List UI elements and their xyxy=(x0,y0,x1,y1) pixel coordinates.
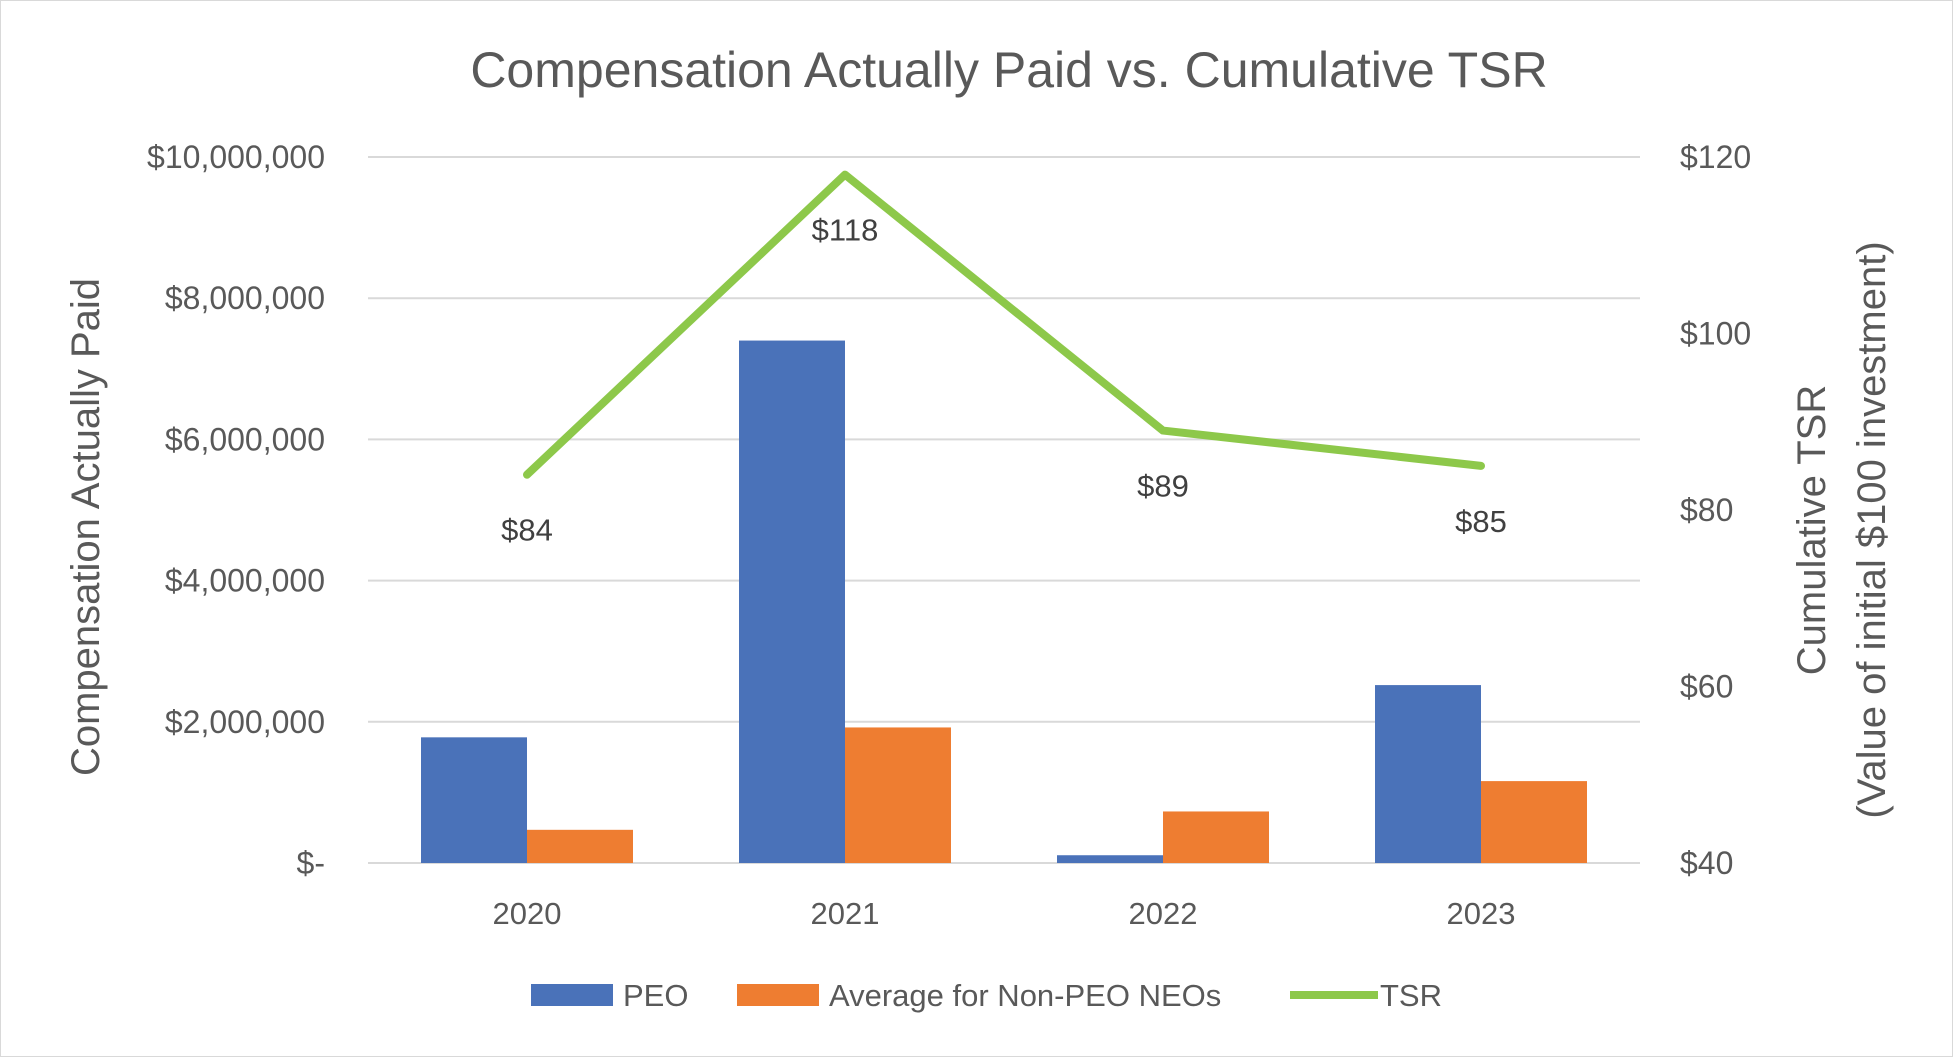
bar-peo-2020[interactable] xyxy=(421,737,527,863)
x-tick-label: 2023 xyxy=(1447,896,1516,931)
tsr-data-label: $85 xyxy=(1455,504,1507,539)
y-axis-title: Compensation Actually Paid xyxy=(64,278,108,776)
tsr-data-label: $118 xyxy=(812,213,879,248)
y2-tick-label: $100 xyxy=(1680,316,1751,352)
legend-label-average-for-non-peo-neos: Average for Non-PEO NEOs xyxy=(829,978,1221,1013)
x-tick-label: 2021 xyxy=(811,896,880,931)
bar-peo-2023[interactable] xyxy=(1375,685,1481,863)
bar-average-for-non-peo-neos-2022[interactable] xyxy=(1163,811,1269,863)
y-tick-label: $2,000,000 xyxy=(165,704,325,740)
y2-axis-title-line2: (Value of initial $100 investment) xyxy=(1850,241,1894,818)
bar-average-for-non-peo-neos-2023[interactable] xyxy=(1481,781,1587,863)
chart-title: Compensation Actually Paid vs. Cumulativ… xyxy=(470,42,1547,98)
y2-axis-title-line1: Cumulative TSR xyxy=(1790,385,1834,675)
legend-swatch-average-for-non-peo-neos xyxy=(737,984,819,1006)
bar-peo-2021[interactable] xyxy=(739,340,845,863)
y-tick-label: $- xyxy=(297,845,325,881)
y2-tick-label: $60 xyxy=(1680,669,1733,705)
legend-label-peo: PEO xyxy=(623,978,688,1013)
bar-average-for-non-peo-neos-2020[interactable] xyxy=(527,829,633,863)
x-tick-label: 2020 xyxy=(493,896,562,931)
x-tick-label: 2022 xyxy=(1129,896,1198,931)
y-tick-label: $6,000,000 xyxy=(165,421,325,457)
y2-tick-label: $120 xyxy=(1680,139,1751,175)
bar-peo-2022[interactable] xyxy=(1057,855,1163,863)
y2-tick-label: $40 xyxy=(1680,845,1733,881)
tsr-data-label: $89 xyxy=(1137,469,1189,504)
legend-label-tsr: TSR xyxy=(1380,978,1442,1013)
y-tick-label: $8,000,000 xyxy=(165,280,325,316)
bar-average-for-non-peo-neos-2021[interactable] xyxy=(845,727,951,863)
y-tick-label: $10,000,000 xyxy=(147,139,325,175)
legend-swatch-peo xyxy=(531,984,613,1006)
y-tick-label: $4,000,000 xyxy=(165,563,325,599)
tsr-line xyxy=(523,170,1485,479)
y2-tick-label: $80 xyxy=(1680,492,1733,528)
tsr-data-label: $84 xyxy=(501,513,553,548)
